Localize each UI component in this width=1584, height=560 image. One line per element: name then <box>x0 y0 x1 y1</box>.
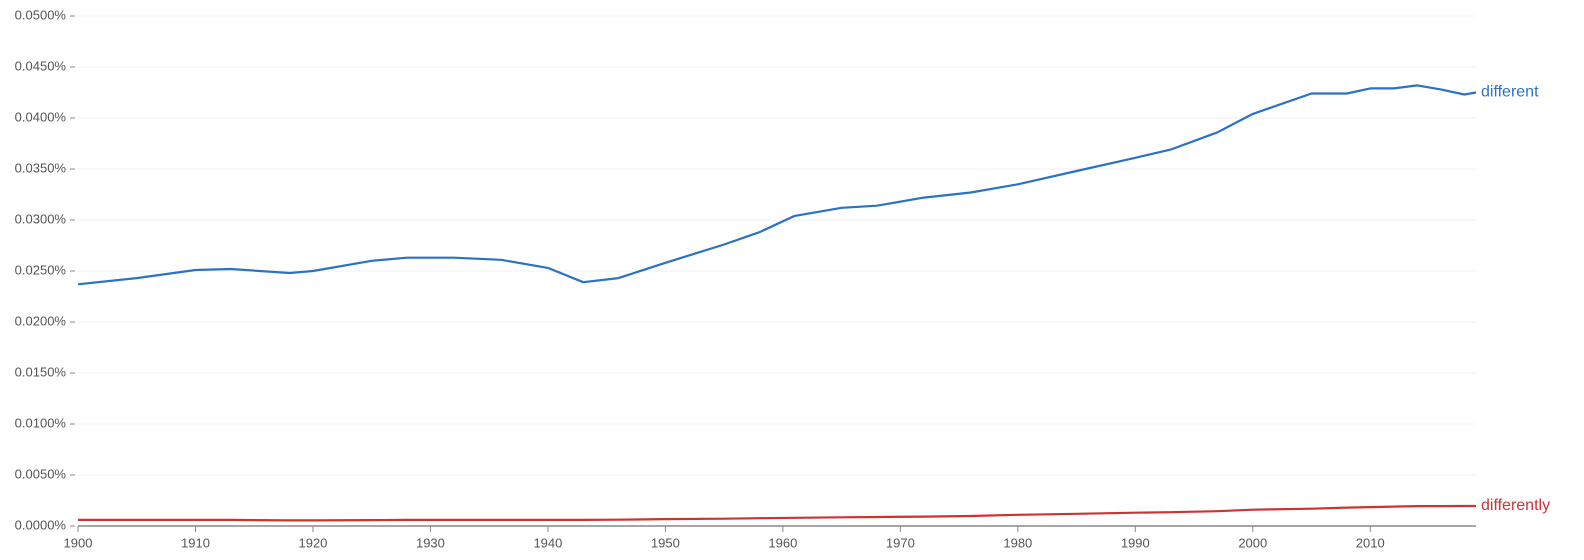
y-tick-label: 0.0150% <box>15 364 67 379</box>
y-tick-label: 0.0350% <box>15 160 67 175</box>
series-line <box>77 84 1477 286</box>
x-tick-label: 1900 <box>64 535 93 550</box>
x-tick-label: 1920 <box>298 535 327 550</box>
series-line <box>78 504 1476 522</box>
x-tick-label: 1910 <box>181 535 210 550</box>
y-tick-label: 0.0200% <box>15 313 67 328</box>
x-tick-label: 1930 <box>416 535 445 550</box>
x-tick-label: 2000 <box>1238 535 1267 550</box>
y-tick-label: 0.0250% <box>15 262 67 277</box>
series-label: differently <box>1481 497 1550 514</box>
x-tick-label: 1940 <box>533 535 562 550</box>
x-tick-label: 1970 <box>886 535 915 550</box>
y-tick-label: 0.0100% <box>15 415 67 430</box>
x-tick-label: 1980 <box>1003 535 1032 550</box>
y-tick-label: 0.0450% <box>15 58 67 73</box>
series-label: different <box>1481 84 1539 101</box>
y-tick-label: 0.0050% <box>15 466 67 481</box>
x-tick-label: 1990 <box>1121 535 1150 550</box>
x-tick-label: 2010 <box>1356 535 1385 550</box>
y-tick-label: 0.0000% <box>15 517 67 532</box>
y-tick-label: 0.0400% <box>15 109 67 124</box>
y-tick-label: 0.0300% <box>15 211 67 226</box>
x-tick-label: 1950 <box>651 535 680 550</box>
y-tick-label: 0.0500% <box>15 7 67 22</box>
x-tick-label: 1960 <box>768 535 797 550</box>
